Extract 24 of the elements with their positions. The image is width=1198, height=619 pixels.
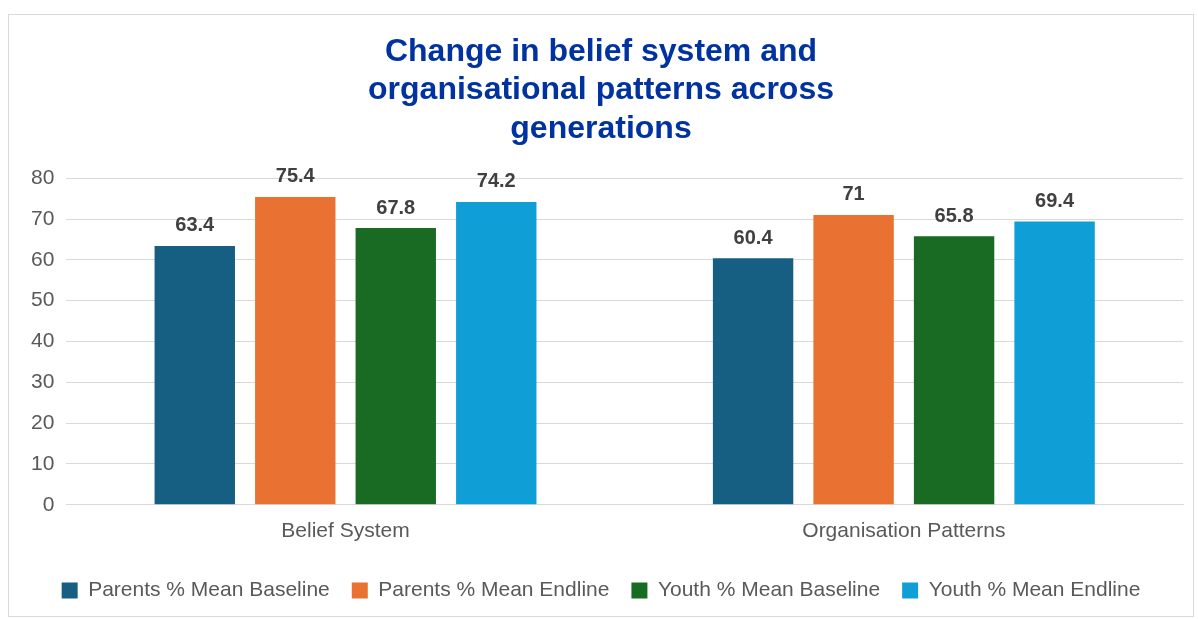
- y-tick-label: 20: [31, 409, 55, 433]
- legend-label: Youth % Mean Baseline: [657, 577, 881, 601]
- data-label: 75.4: [275, 164, 316, 187]
- data-label: 74.2: [476, 169, 516, 192]
- y-tick-label: 10: [31, 450, 55, 474]
- legend-label: Parents % Mean Endline: [378, 577, 610, 601]
- y-tick-label: 30: [31, 369, 55, 393]
- data-label: 65.8: [934, 203, 974, 226]
- y-tick-label: 70: [31, 205, 55, 229]
- y-tick-label: 50: [31, 287, 55, 311]
- x-tick-label: Organisation Patterns: [802, 518, 1006, 542]
- y-tick-label: 60: [31, 246, 55, 270]
- legend-label: Parents % Mean Baseline: [88, 577, 330, 601]
- y-tick-label: 80: [31, 165, 55, 188]
- data-label: 63.4: [175, 213, 216, 236]
- y-tick-label: 0: [42, 491, 55, 515]
- chart-title: Change in belief system and organisational patterns across generations: [368, 32, 834, 145]
- x-tick-label: Belief System: [281, 518, 410, 542]
- data-label: 71: [842, 182, 865, 205]
- y-tick-label: 40: [31, 328, 55, 352]
- legend-label: Youth % Mean Endline: [928, 577, 1141, 601]
- data-label: 69.4: [1035, 188, 1075, 211]
- data-label: 60.4: [733, 225, 774, 248]
- data-label: 67.8: [376, 195, 416, 218]
